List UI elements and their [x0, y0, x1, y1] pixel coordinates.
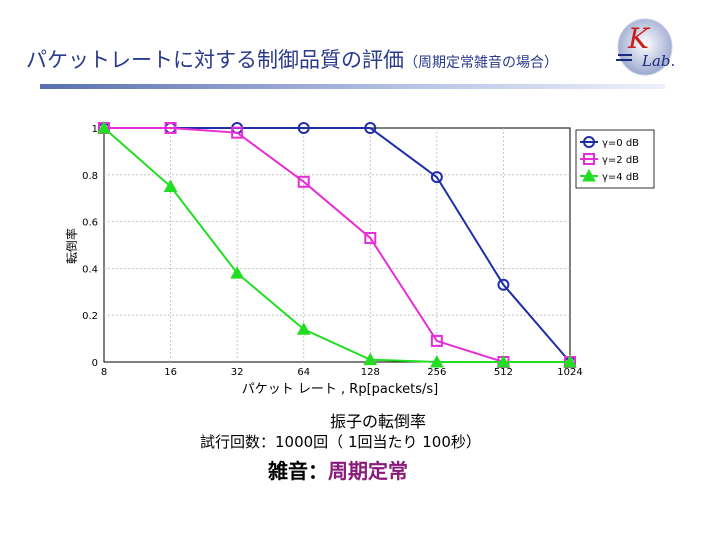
axis-ticks: 8 16 32 64 128 256 512 1024 0 0.2 0.4 0.6 0.8 1 — [82, 124, 583, 378]
slide-title-sub: （周期定常雑音の場合） — [404, 55, 558, 71]
x-tick-label: 512 — [494, 367, 513, 378]
data-point — [496, 354, 511, 368]
y-tick-label: 0.2 — [82, 311, 98, 322]
data-point — [296, 322, 311, 335]
legend-marker — [583, 153, 595, 165]
legend-label: γ=0 dB — [602, 138, 639, 149]
y-axis-label: 転倒率 — [64, 228, 79, 264]
noise-label: 雑音： — [268, 459, 328, 483]
data-point — [430, 354, 444, 368]
series-line — [103, 127, 570, 363]
data-point — [563, 354, 577, 368]
data-point — [297, 175, 310, 188]
legend: γ=0 dB γ=2 dB γ=4 dB — [575, 129, 655, 189]
legend-label: γ=2 dB — [602, 155, 639, 166]
x-tick-label: 64 — [297, 367, 310, 378]
legend-marker — [582, 168, 596, 182]
plot-area — [103, 127, 571, 363]
data-point — [497, 278, 510, 291]
slide-title-main: パケットレートに対する制御品質の評価 — [26, 48, 404, 72]
x-tick-label: 256 — [427, 367, 446, 378]
data-point — [364, 122, 377, 134]
legend-item: γ=0 dB — [580, 136, 639, 149]
noise-value: 周期定常 — [328, 459, 408, 483]
y-tick-label: 0 — [92, 358, 98, 369]
legend-item: γ=2 dB — [580, 153, 639, 166]
x-tick-label: 8 — [101, 367, 107, 378]
data-point — [364, 231, 377, 244]
y-tick-label: 0.4 — [82, 264, 98, 275]
series-line — [104, 127, 570, 363]
data-point — [297, 122, 310, 134]
x-axis-label: パケット レート , Rp[packets/s] — [242, 382, 438, 397]
caption-line-1: 振子の転倒率 — [330, 412, 427, 431]
data-point — [231, 126, 244, 139]
x-tick-label: 128 — [361, 367, 380, 378]
data-point — [230, 266, 244, 279]
slide-title: パケットレートに対する制御品質の評価（周期定常雑音の場合） — [26, 44, 558, 74]
data-point — [97, 120, 111, 134]
series-3 — [97, 120, 577, 368]
data-point — [363, 352, 378, 366]
svg-text:Lab.: Lab. — [641, 52, 675, 70]
x-tick-label: 1024 — [557, 367, 582, 378]
y-tick-label: 0.8 — [82, 171, 98, 182]
legend-label: γ=4 dB — [602, 172, 639, 183]
series-layer — [97, 120, 577, 368]
svg-text:K: K — [627, 22, 651, 55]
legend-marker — [583, 136, 595, 148]
data-point — [430, 171, 443, 184]
data-point — [163, 179, 178, 192]
caption-line-2: 試行回数：1000回（ 1回当たり 100秒） — [200, 433, 481, 451]
lab-logo: K Lab. — [616, 18, 675, 76]
data-point — [430, 334, 443, 347]
legend-item: γ=4 dB — [580, 168, 639, 183]
caption-line-3: 雑音：周期定常 — [268, 455, 468, 484]
y-tick-label: 1 — [92, 124, 98, 135]
data-point — [164, 122, 177, 134]
y-tick-label: 0.6 — [82, 218, 98, 229]
x-tick-label: 16 — [164, 367, 177, 378]
x-tick-label: 32 — [231, 367, 244, 378]
title-rule — [40, 84, 665, 89]
